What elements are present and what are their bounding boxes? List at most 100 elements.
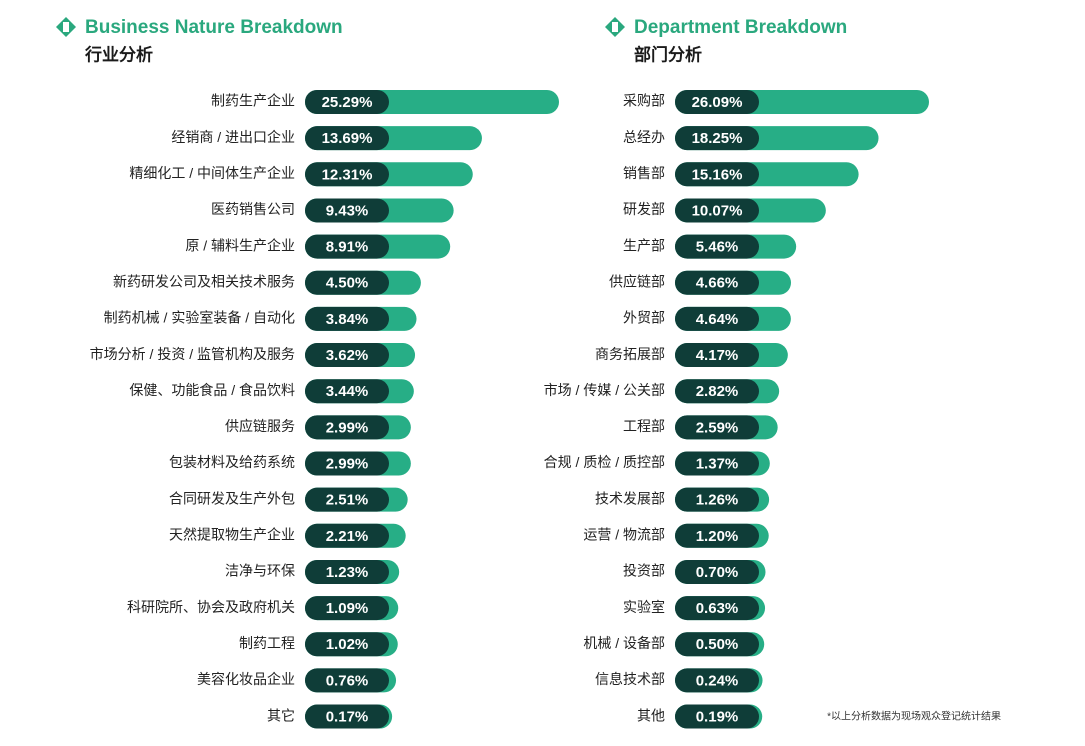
category-label: 包装材料及给药系统 [169, 454, 295, 470]
category-label: 天然提取物生产企业 [169, 527, 295, 543]
value-pill [305, 523, 389, 548]
value-label: 13.69% [322, 130, 373, 147]
value-label: 4.66% [696, 275, 739, 292]
category-label: 经销商 / 进出口企业 [171, 129, 295, 145]
value-label: 1.37% [696, 455, 739, 472]
category-label: 医药销售公司 [211, 201, 295, 217]
category-label: 实验室 [623, 599, 665, 615]
value-label: 1.09% [326, 600, 369, 617]
category-label: 机械 / 设备部 [583, 635, 665, 651]
value-pill [305, 234, 389, 259]
chart-subtitle: 行业分析 [84, 44, 153, 64]
value-pill [305, 668, 389, 693]
value-pill [305, 704, 389, 729]
value-label: 0.19% [696, 709, 739, 726]
category-label: 技术发展部 [595, 490, 665, 506]
category-label: 精细化工 / 中间体生产企业 [129, 165, 295, 181]
value-pill [675, 523, 759, 548]
value-pill [675, 343, 759, 368]
value-pill [305, 162, 389, 187]
category-label: 保健、功能食品 / 食品饮料 [129, 382, 295, 398]
value-label: 0.76% [326, 672, 369, 689]
value-pill [675, 451, 759, 476]
category-label: 工程部 [623, 418, 665, 434]
value-label: 2.59% [696, 419, 739, 436]
category-label: 美容化妆品企业 [197, 671, 295, 687]
value-pill [305, 559, 389, 584]
category-label: 其它 [267, 707, 295, 723]
chart-title: Department Breakdown [634, 17, 847, 38]
value-pill [305, 415, 389, 440]
value-label: 10.07% [692, 202, 743, 219]
category-label: 洁净与环保 [225, 563, 295, 579]
value-label: 9.43% [326, 202, 369, 219]
value-label: 18.25% [692, 130, 743, 147]
value-label: 0.50% [696, 636, 739, 653]
category-label: 商务拓展部 [595, 346, 665, 362]
value-label: 0.24% [696, 672, 739, 689]
value-pill [305, 198, 389, 223]
category-label: 信息技术部 [595, 671, 665, 687]
value-label: 2.99% [326, 455, 369, 472]
value-label: 4.17% [696, 347, 739, 364]
category-label: 制药生产企业 [211, 93, 295, 109]
category-label: 总经办 [623, 129, 665, 145]
value-pill [305, 126, 389, 151]
category-label: 外贸部 [623, 310, 665, 326]
chart-title: Business Nature Breakdown [85, 17, 343, 38]
value-pill [675, 559, 759, 584]
value-pill [675, 126, 759, 151]
category-label: 合规 / 质检 / 质控部 [544, 454, 665, 470]
value-label: 3.44% [326, 383, 369, 400]
value-label: 4.50% [326, 275, 369, 292]
category-label: 销售部 [623, 165, 665, 181]
value-pill [305, 596, 389, 621]
value-label: 12.31% [322, 166, 373, 183]
value-label: 26.09% [692, 94, 743, 111]
value-label: 3.84% [326, 311, 369, 328]
value-label: 5.46% [696, 239, 739, 256]
footnote: *以上分析数据为现场观众登记统计结果 [827, 710, 1001, 723]
value-pill [675, 704, 759, 729]
value-pill [675, 90, 759, 114]
category-label: 市场 / 传媒 / 公关部 [544, 382, 665, 398]
value-label: 1.23% [326, 564, 369, 581]
category-label: 新药研发公司及相关技术服务 [113, 273, 295, 289]
value-label: 2.51% [326, 492, 369, 509]
value-pill [305, 270, 389, 295]
value-label: 2.82% [696, 383, 739, 400]
value-pill [675, 162, 759, 187]
value-pill [675, 270, 759, 295]
value-label: 2.99% [326, 419, 369, 436]
value-label: 1.26% [696, 492, 739, 509]
chart-subtitle: 部门分析 [634, 44, 702, 64]
value-label: 0.63% [696, 600, 739, 617]
logo-detail [63, 22, 618, 32]
value-pill [305, 379, 389, 404]
value-pill [305, 632, 389, 657]
value-label: 15.16% [692, 166, 743, 183]
value-label: 1.20% [696, 528, 739, 545]
value-label: 25.29% [322, 94, 373, 111]
category-label: 采购部 [623, 93, 665, 109]
value-pill [675, 668, 759, 693]
value-label: 8.91% [326, 239, 369, 256]
value-pill [305, 487, 389, 512]
value-pill [675, 596, 759, 621]
category-label: 制药机械 / 实验室装备 / 自动化 [104, 310, 295, 326]
value-pill [675, 306, 759, 331]
value-label: 0.17% [326, 709, 369, 726]
value-label: 4.64% [696, 311, 739, 328]
value-pill [305, 343, 389, 368]
value-pill [305, 451, 389, 476]
value-pill [675, 198, 759, 223]
category-label: 运营 / 物流部 [583, 527, 665, 543]
value-pill [675, 632, 759, 657]
category-label: 投资部 [623, 563, 665, 579]
category-label: 供应链服务 [225, 418, 295, 434]
category-label: 原 / 辅料生产企业 [185, 237, 295, 253]
category-label: 合同研发及生产外包 [169, 490, 295, 506]
category-label: 生产部 [623, 237, 665, 253]
value-label: 1.02% [326, 636, 369, 653]
value-label: 0.70% [696, 564, 739, 581]
